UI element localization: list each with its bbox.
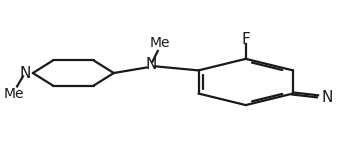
Text: N: N: [145, 57, 156, 72]
Text: F: F: [241, 32, 250, 47]
Text: Me: Me: [149, 36, 170, 50]
Text: N: N: [19, 66, 31, 81]
Text: Me: Me: [3, 87, 24, 101]
Text: N: N: [321, 90, 333, 105]
